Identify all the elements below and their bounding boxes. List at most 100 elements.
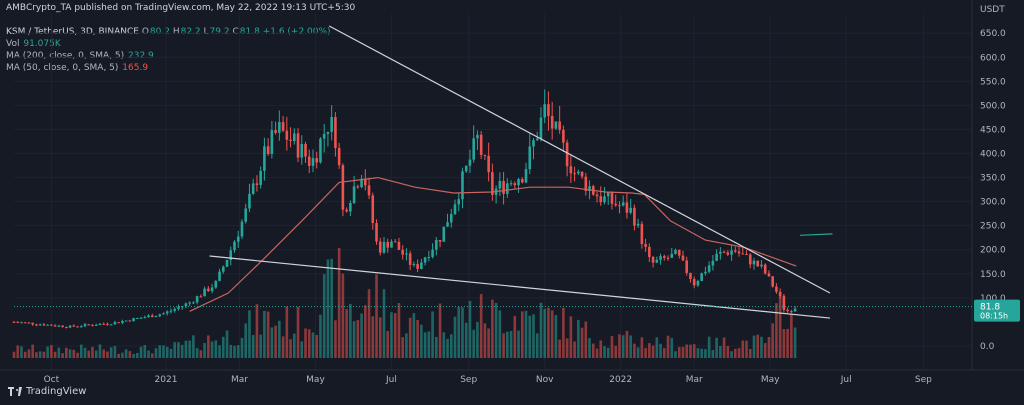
volume-bar: [748, 348, 752, 358]
candle-body: [506, 183, 509, 194]
volume-bar: [207, 335, 210, 358]
ma50-value: 165.9: [122, 63, 149, 73]
candle-body: [640, 223, 644, 245]
symbol-label: KSM / TetherUS, 3D, BINANCE: [6, 27, 139, 37]
candle-body: [12, 321, 16, 323]
volume-bar: [378, 317, 382, 358]
volume-bar: [468, 300, 472, 358]
candle-body: [229, 250, 233, 260]
candle-body: [356, 186, 360, 188]
candle-body: [625, 202, 629, 213]
publish-header: AMBCrypto_TA published on TradingView.co…: [6, 3, 356, 13]
candle-body: [483, 154, 487, 156]
tradingview-logo-icon: [8, 387, 22, 396]
volume-bar: [752, 335, 756, 358]
volume-row: Vol 91.075K: [6, 38, 331, 50]
candle-body: [371, 195, 375, 223]
candle-body: [692, 279, 696, 286]
x-tick-label: Nov: [536, 375, 554, 385]
volume-bar: [109, 347, 113, 358]
tradingview-footer: TradingView: [8, 386, 86, 397]
candle-body: [259, 170, 262, 185]
volume-bar: [57, 347, 61, 358]
volume-bar: [584, 321, 588, 358]
candle-body: [618, 205, 621, 207]
volume-bar: [509, 330, 513, 358]
candle-body: [569, 166, 573, 174]
candle-body: [498, 181, 502, 189]
candle-body: [651, 256, 655, 263]
candle-body: [300, 143, 304, 158]
volume-bar: [659, 343, 662, 358]
x-tick-label: Sep: [460, 375, 477, 385]
candle-body: [76, 326, 79, 328]
volume-bar: [648, 343, 651, 358]
candle-body: [719, 251, 722, 254]
volume-bar: [535, 333, 539, 358]
candle-body: [165, 311, 169, 314]
candle-body: [554, 121, 558, 129]
volume-bar: [124, 349, 128, 358]
volume-bar: [255, 304, 259, 358]
volume-bar: [741, 340, 745, 358]
volume-bar: [136, 352, 139, 358]
x-tick-label: 2021: [155, 375, 178, 385]
volume-bar: [599, 340, 603, 358]
candle-body: [319, 138, 322, 163]
candle-body: [124, 320, 128, 322]
candle-body: [360, 178, 363, 188]
candle-body: [760, 264, 763, 267]
volume-bar: [304, 328, 307, 358]
candle-body: [468, 159, 472, 166]
volume-bar: [696, 348, 700, 358]
volume-bar: [94, 350, 98, 358]
volume-bar: [128, 351, 132, 358]
candle-body: [121, 321, 124, 323]
candle-body: [449, 214, 453, 223]
volume-bar: [588, 338, 591, 358]
candle-body: [532, 140, 535, 147]
candle-body: [420, 262, 423, 269]
candle-body: [782, 295, 786, 310]
volume-bar: [520, 311, 524, 358]
candle-body: [741, 253, 745, 255]
high-value: 82.2: [180, 27, 201, 37]
open-key: O: [141, 27, 149, 37]
y-tick-label: 300.0: [980, 198, 1006, 208]
candle-body: [416, 263, 419, 269]
volume-bar: [793, 327, 797, 358]
volume-bar: [236, 345, 240, 358]
candle-body: [670, 253, 674, 258]
volume-bar: [629, 335, 632, 358]
volume-bar: [46, 346, 49, 358]
open-value: 80.2: [149, 27, 170, 37]
candle-body: [285, 130, 289, 140]
candle-body: [322, 133, 326, 139]
candle-body: [513, 183, 517, 186]
volume-bar: [386, 330, 390, 358]
candle-body: [711, 260, 715, 266]
candle-body: [666, 257, 670, 259]
candle-body: [244, 208, 248, 222]
y-tick-label: 400.0: [980, 150, 1006, 160]
candle-body: [50, 324, 53, 326]
candle-body: [278, 122, 281, 133]
volume-bar: [38, 351, 42, 358]
volume-bar: [614, 345, 618, 358]
candle-body: [177, 307, 180, 310]
volume-bar: [214, 340, 218, 358]
volume-bar: [132, 354, 135, 358]
candle-body: [132, 318, 135, 322]
volume-bar: [259, 334, 262, 358]
volume-bar: [603, 346, 606, 358]
ma50-row: MA (50, close, 0, SMA, 5) 165.9: [6, 62, 331, 74]
candle-body: [763, 264, 767, 274]
candle-body: [457, 199, 461, 205]
candle-body: [248, 193, 251, 209]
x-tick-label: Oct: [44, 375, 60, 385]
candle-body: [734, 250, 737, 252]
candle-body: [786, 309, 789, 312]
candle-body: [382, 241, 386, 253]
volume-bar: [636, 347, 640, 358]
